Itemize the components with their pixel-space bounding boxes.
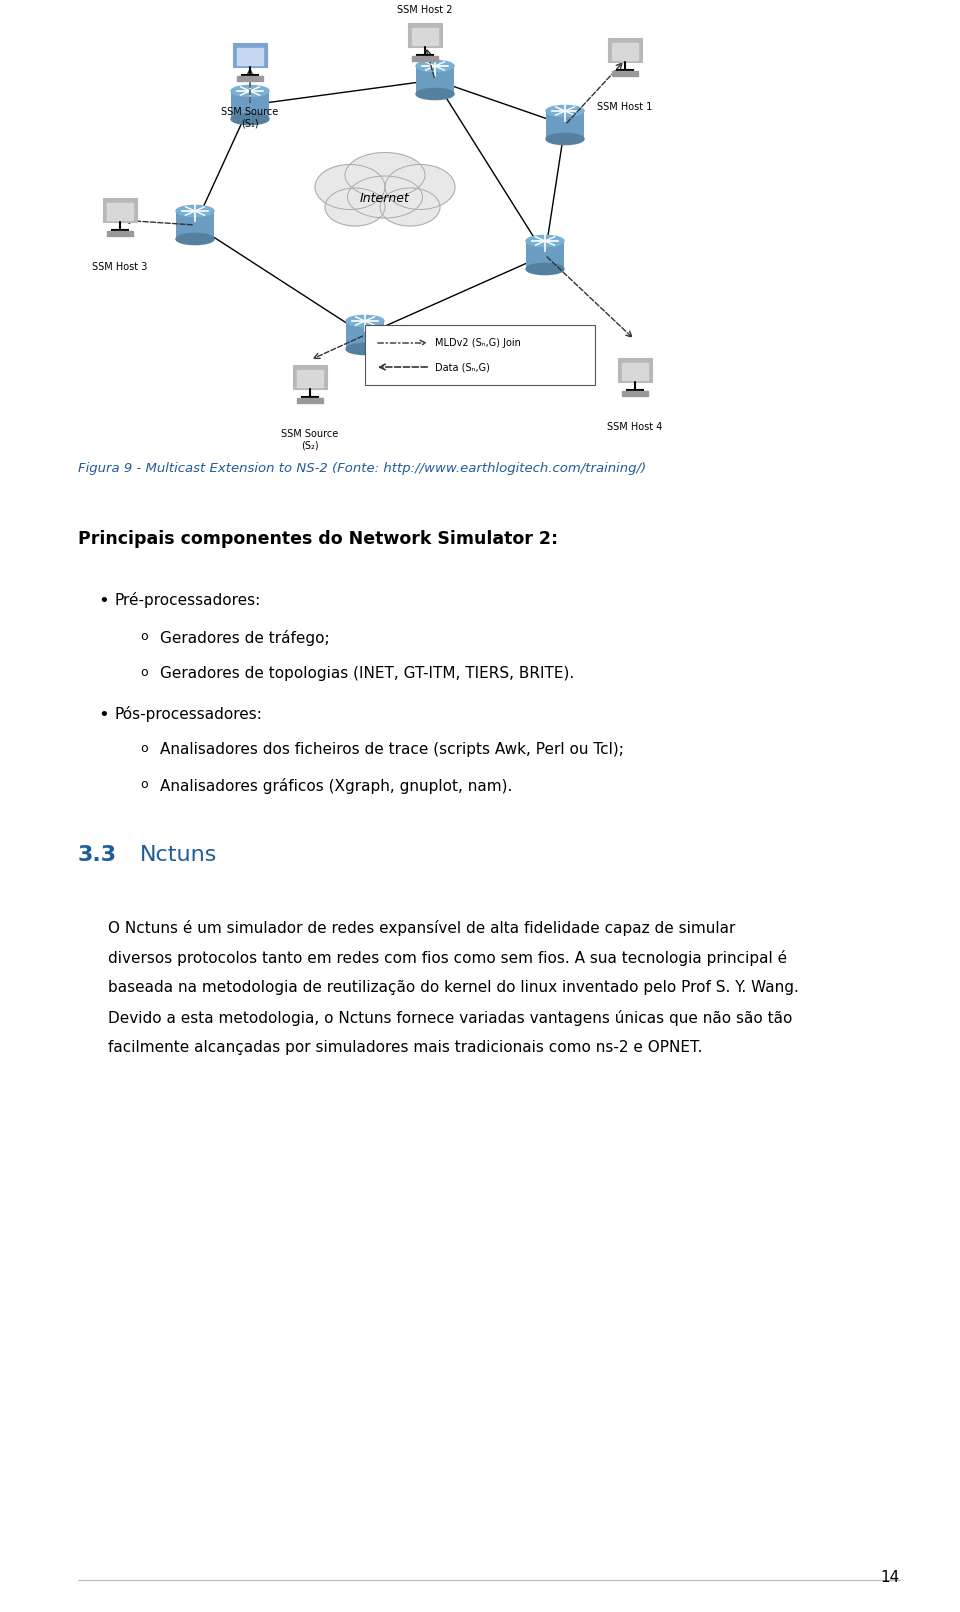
Bar	[612, 44, 638, 60]
Ellipse shape	[380, 189, 440, 226]
Ellipse shape	[416, 89, 454, 100]
Text: baseada na metodologia de reutilização do kernel do linux inventado pelo Prof S.: baseada na metodologia de reutilização d…	[108, 980, 799, 995]
Ellipse shape	[346, 343, 384, 355]
Ellipse shape	[526, 263, 564, 274]
Text: SSM Host 3: SSM Host 3	[92, 263, 148, 272]
Ellipse shape	[231, 85, 269, 97]
Text: Geradores de topologias (INET, GT-ITM, TIERS, BRITE).: Geradores de topologias (INET, GT-ITM, T…	[160, 666, 574, 680]
Bar	[237, 76, 263, 81]
Bar	[297, 398, 324, 403]
Text: SSM Source
(S₂): SSM Source (S₂)	[281, 429, 339, 451]
Bar	[546, 111, 584, 139]
Ellipse shape	[546, 105, 584, 116]
Bar	[408, 24, 442, 47]
Text: Principais componentes do Network Simulator 2:: Principais componentes do Network Simula…	[78, 530, 558, 548]
Bar	[293, 366, 326, 390]
Ellipse shape	[231, 113, 269, 124]
Text: Geradores de tráfego;: Geradores de tráfego;	[160, 630, 329, 646]
Bar	[107, 203, 133, 219]
Bar	[526, 242, 564, 269]
Ellipse shape	[346, 316, 384, 327]
Text: 14: 14	[880, 1570, 900, 1585]
Bar	[622, 392, 648, 395]
Bar	[107, 231, 133, 235]
Text: Data (Sₙ,G): Data (Sₙ,G)	[435, 363, 490, 372]
Bar	[297, 371, 324, 387]
Bar	[176, 211, 214, 239]
Bar	[365, 326, 595, 385]
Bar	[346, 321, 384, 350]
Text: SSM Host 2: SSM Host 2	[397, 5, 453, 15]
Text: Devido a esta metodologia, o Nctuns fornece variadas vantagens únicas que não sã: Devido a esta metodologia, o Nctuns forn…	[108, 1011, 792, 1025]
Text: •: •	[98, 706, 108, 724]
Text: o: o	[140, 779, 148, 791]
Ellipse shape	[416, 60, 454, 71]
Bar	[231, 90, 269, 119]
Text: 3.3: 3.3	[78, 845, 117, 866]
Text: SSM Source
(S₁): SSM Source (S₁)	[222, 106, 278, 129]
Ellipse shape	[546, 134, 584, 145]
Text: facilmente alcançadas por simuladores mais tradicionais como ns-2 e OPNET.: facilmente alcançadas por simuladores ma…	[108, 1040, 703, 1054]
Ellipse shape	[176, 205, 214, 216]
Text: Analisadores gráficos (Xgraph, gnuplot, nam).: Analisadores gráficos (Xgraph, gnuplot, …	[160, 779, 513, 795]
Text: Analisadores dos ficheiros de trace (scripts Awk, Perl ou Tcl);: Analisadores dos ficheiros de trace (scr…	[160, 742, 624, 758]
Text: Nctuns: Nctuns	[140, 845, 217, 866]
Text: o: o	[140, 630, 148, 643]
Text: o: o	[140, 666, 148, 679]
Ellipse shape	[348, 176, 422, 218]
Ellipse shape	[325, 189, 385, 226]
Text: •: •	[98, 592, 108, 609]
Bar	[612, 71, 638, 76]
Ellipse shape	[345, 153, 425, 198]
Text: Figura 9 - Multicast Extension to NS-2 (Fonte: http://www.earthlogitech.com/trai: Figura 9 - Multicast Extension to NS-2 (…	[78, 463, 646, 476]
Ellipse shape	[176, 234, 214, 245]
Bar	[237, 48, 263, 64]
Bar	[622, 363, 648, 380]
Bar	[609, 39, 642, 63]
Text: MLDv2 (Sₙ,G) Join: MLDv2 (Sₙ,G) Join	[435, 339, 521, 348]
Ellipse shape	[315, 164, 385, 210]
Ellipse shape	[385, 164, 455, 210]
Text: o: o	[140, 742, 148, 754]
Bar	[618, 358, 652, 382]
Text: Internet: Internet	[360, 192, 410, 205]
Ellipse shape	[526, 235, 564, 247]
Text: SSM Host 1: SSM Host 1	[597, 102, 653, 111]
Bar	[412, 27, 438, 45]
Bar	[412, 56, 438, 61]
Bar	[416, 66, 454, 93]
Text: O Nctuns é um simulador de redes expansível de alta fidelidade capaz de simular: O Nctuns é um simulador de redes expansí…	[108, 920, 735, 937]
Bar	[233, 44, 267, 68]
Text: SSM Host 4: SSM Host 4	[608, 422, 662, 432]
Text: Pré-processadores:: Pré-processadores:	[114, 592, 260, 608]
Text: diversos protocolos tanto em redes com fios como sem fios. A sua tecnologia prin: diversos protocolos tanto em redes com f…	[108, 949, 787, 966]
Text: Pós-processadores:: Pós-processadores:	[114, 706, 262, 722]
Bar	[104, 198, 137, 222]
